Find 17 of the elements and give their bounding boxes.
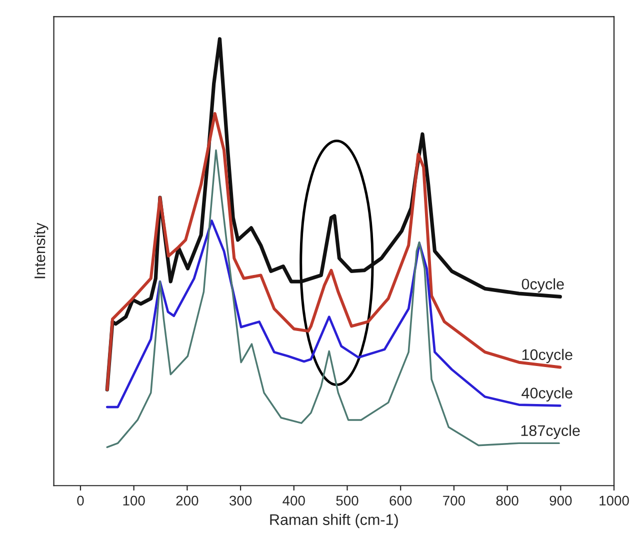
x-tick-label: 700 (443, 496, 465, 506)
series-label: 0cycle (522, 278, 564, 293)
x-tick-label: 200 (176, 496, 198, 506)
x-tick-label: 500 (336, 496, 358, 506)
x-tick-label: 100 (123, 496, 145, 506)
x-tick-label: 0 (77, 496, 84, 506)
x-axis-title: Raman shift (cm-1) (270, 514, 398, 528)
series-label: 187cycle (521, 424, 580, 440)
series-label: 10cycle (522, 348, 572, 364)
x-tick-label: 600 (390, 496, 412, 506)
x-tick-label: 900 (550, 496, 572, 506)
x-tick-label: 300 (229, 496, 252, 506)
x-tick-label: 800 (496, 496, 518, 506)
series-label: 40cycle (522, 387, 572, 402)
x-tick-label: 1000 (600, 496, 629, 506)
x-tick-label: 400 (282, 496, 305, 506)
y-axis-title: Intensity (34, 222, 48, 278)
